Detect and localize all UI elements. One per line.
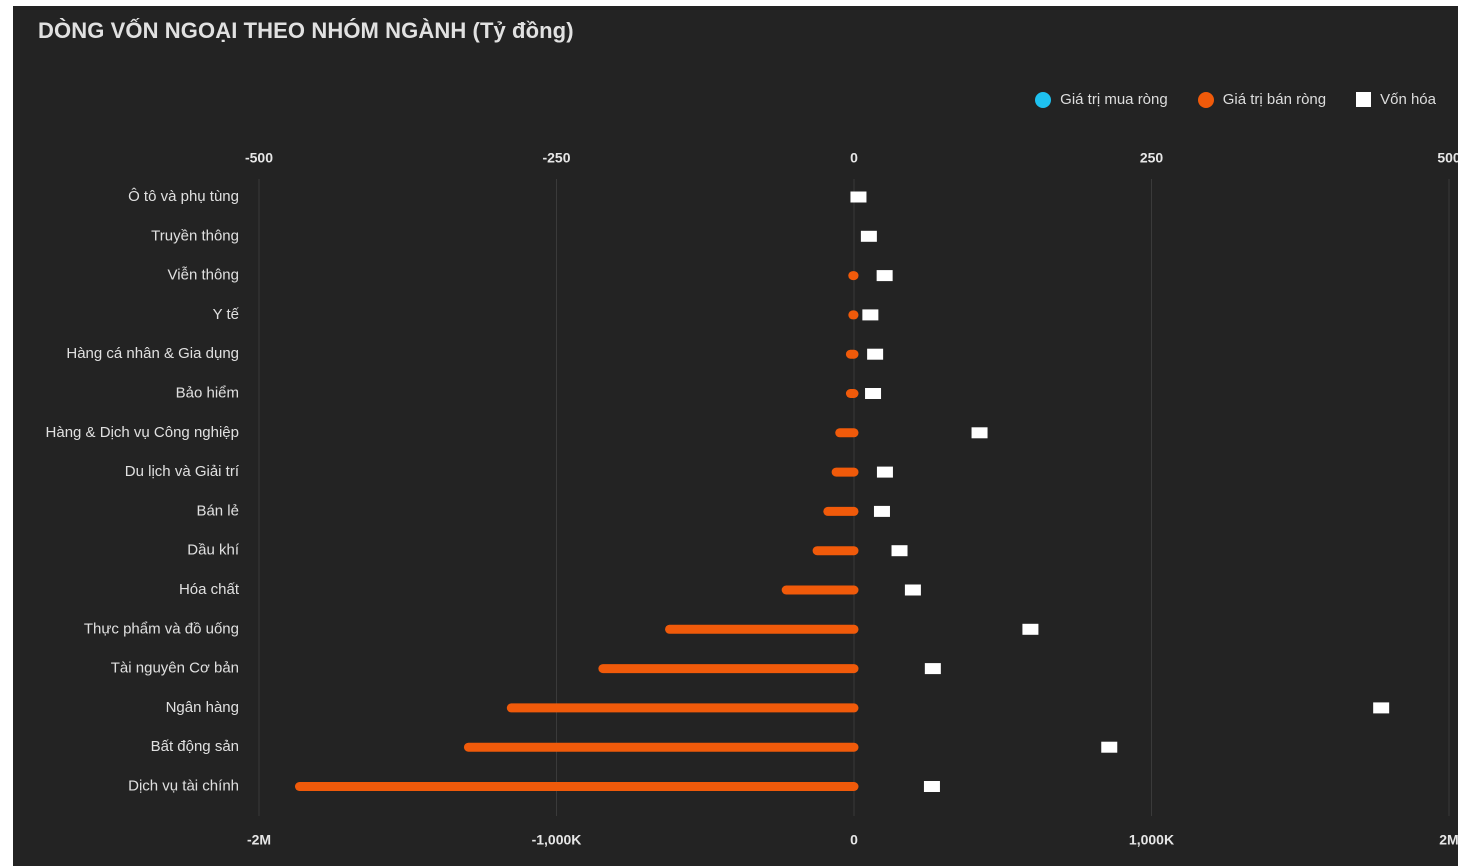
chart-plot-area: -500 -250 0 250 500 -2M -1,000K 0 1,000K 2M Ô tô v… [46, 150, 1458, 848]
chart-legend: Giá trị mua ròng Giá trị bán ròng Vốn hó… [1035, 91, 1436, 108]
market-cap-marker [923, 781, 940, 792]
chart-panel: DÒNG VỐN NGOẠI THEO NHÓM NGÀNH (Tỷ đồng)… [13, 6, 1458, 866]
market-cap-marker [924, 663, 941, 675]
category-label: Y tế [213, 306, 240, 323]
category-label: Hàng & Dịch vụ Công nghiệp [46, 424, 239, 441]
market-cap-marker [876, 466, 893, 478]
bottom-axis-tick-label: 1,000K [1129, 832, 1174, 848]
bottom-axis-tick-label: 2M [1439, 832, 1458, 848]
market-cap-marker [873, 505, 890, 517]
category-label: Hàng cá nhân & Gia dụng [66, 345, 239, 362]
market-cap-marker [860, 230, 877, 242]
bottom-axis-tick-label: -1,000K [532, 832, 582, 848]
category-label: Bán lẻ [196, 502, 239, 519]
legend-net-sell-swatch [1197, 91, 1214, 108]
legend-market-cap-label: Vốn hóa [1380, 91, 1436, 108]
category-label: Truyền thông [151, 227, 239, 244]
top-axis-tick-label: 250 [1140, 150, 1164, 166]
bottom-axis-tick-label: -2M [247, 832, 271, 848]
legend-net-buy-label: Giá trị mua ròng [1060, 91, 1168, 108]
top-axis-tick-label: -250 [542, 150, 570, 166]
top-axis-tick-label: -500 [245, 150, 273, 166]
market-cap-marker [1101, 741, 1118, 753]
legend-item-market-cap[interactable]: Vốn hóa [1356, 91, 1436, 108]
category-label: Dầu khí [187, 542, 240, 559]
category-label: Viễn thông [168, 267, 239, 284]
top-axis-tick-label: 500 [1437, 150, 1458, 166]
category-label: Dịch vụ tài chính [128, 777, 239, 794]
market-cap-marker [862, 309, 879, 321]
category-label: Ngân hàng [166, 699, 239, 716]
legend-net-buy-swatch [1035, 91, 1052, 108]
market-cap-marker [850, 191, 867, 203]
bottom-axis-tick-label: 0 [850, 832, 858, 848]
market-cap-marker [891, 545, 908, 557]
legend-item-net-sell[interactable]: Giá trị bán ròng [1197, 91, 1327, 108]
market-cap-marker [904, 584, 921, 596]
market-cap-marker [865, 388, 882, 399]
chart-title: DÒNG VỐN NGOẠI THEO NHÓM NGÀNH (Tỷ đồng) [38, 18, 574, 43]
legend-net-sell-label: Giá trị bán ròng [1222, 91, 1327, 108]
top-axis-tick-label: 0 [850, 150, 858, 166]
category-label: Du lịch và Giải trí [125, 463, 240, 480]
market-cap-marker [971, 427, 988, 439]
market-cap-marker [1022, 623, 1039, 635]
category-label: Hóa chất [179, 581, 240, 598]
category-label: Ô tô và phụ tùng [128, 188, 239, 205]
market-cap-marker [876, 270, 893, 282]
market-cap-marker [867, 348, 884, 360]
category-label: Thực phẩm và đồ uống [84, 620, 239, 637]
category-label: Bảo hiểm [176, 384, 239, 401]
legend-market-cap-swatch [1356, 92, 1372, 107]
legend-item-net-buy[interactable]: Giá trị mua ròng [1035, 91, 1168, 108]
market-cap-marker [1373, 702, 1390, 714]
category-label: Bất động sản [151, 738, 239, 755]
category-label: Tài nguyên Cơ bản [111, 660, 239, 677]
